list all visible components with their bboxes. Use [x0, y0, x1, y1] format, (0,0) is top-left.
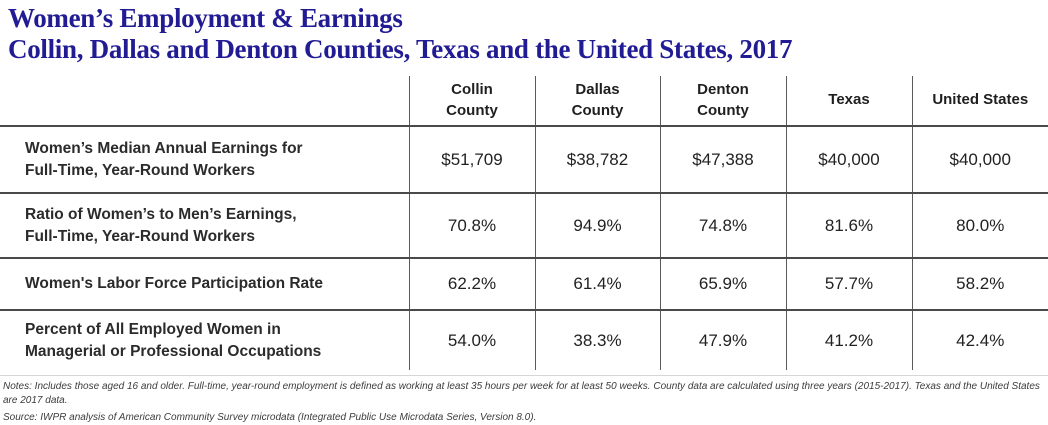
corner-cell [0, 76, 410, 127]
table-row-managerial-professional: Percent of All Employed Women in Manager… [0, 310, 1048, 370]
row-label: Percent of All Employed Women in Manager… [0, 310, 410, 370]
cell-value: 62.2% [409, 258, 536, 311]
table-row-labor-force-participation: Women's Labor Force Participation Rate 6… [0, 258, 1048, 311]
divider [0, 375, 1048, 376]
page-title: Women’s Employment & Earnings [8, 3, 403, 33]
cell-value: 57.7% [786, 258, 913, 311]
title-block: Women’s Employment & Earnings Collin, Da… [0, 3, 1048, 65]
cell-value: 38.3% [535, 310, 661, 370]
cell-value: 65.9% [660, 258, 787, 311]
cell-value: 58.2% [912, 258, 1048, 311]
column-header-denton-county: Denton County [660, 76, 787, 127]
cell-value: 80.0% [912, 193, 1048, 259]
source-text: Source: IWPR analysis of American Commun… [3, 412, 537, 423]
cell-value: 41.2% [786, 310, 913, 370]
column-header-dallas-county: Dallas County [535, 76, 661, 127]
row-label: Women’s Median Annual Earnings for Full-… [0, 126, 410, 194]
cell-value: $40,000 [786, 126, 913, 194]
cell-value: 74.8% [660, 193, 787, 259]
footnotes: Notes: Includes those aged 16 and older.… [0, 380, 1048, 425]
cell-value: 70.8% [409, 193, 536, 259]
column-header-texas: Texas [786, 76, 913, 127]
page-subtitle: Collin, Dallas and Denton Counties, Texa… [8, 34, 793, 64]
statistics-table: Collin County Dallas County Denton Count… [0, 76, 1048, 370]
cell-value: 42.4% [956, 330, 1005, 350]
column-header-collin-county: Collin County [409, 76, 536, 127]
cell-value: 47.9% [660, 310, 787, 370]
cell-value: $47,388 [660, 126, 787, 194]
cell-value: $38,782 [535, 126, 661, 194]
row-label: Women's Labor Force Participation Rate [0, 258, 410, 311]
header-row: Collin County Dallas County Denton Count… [0, 76, 1048, 127]
cell-value: 81.6% [786, 193, 913, 259]
cell-value: 61.4% [535, 258, 661, 311]
table-row-median-earnings: Women’s Median Annual Earnings for Full-… [0, 126, 1048, 194]
table-row-earnings-ratio: Ratio of Women’s to Men’s Earnings, Full… [0, 193, 1048, 259]
cell-value: $51,709 [409, 126, 536, 194]
cell-value: $40,000 [912, 126, 1048, 194]
row-label: Ratio of Women’s to Men’s Earnings, Full… [0, 193, 410, 259]
notes-text: Notes: Includes those aged 16 and older.… [3, 381, 1040, 406]
cell-value: 94.9% [535, 193, 661, 259]
column-header-united-states: United States [912, 76, 1048, 127]
cell-value: 54.0% [409, 310, 536, 370]
